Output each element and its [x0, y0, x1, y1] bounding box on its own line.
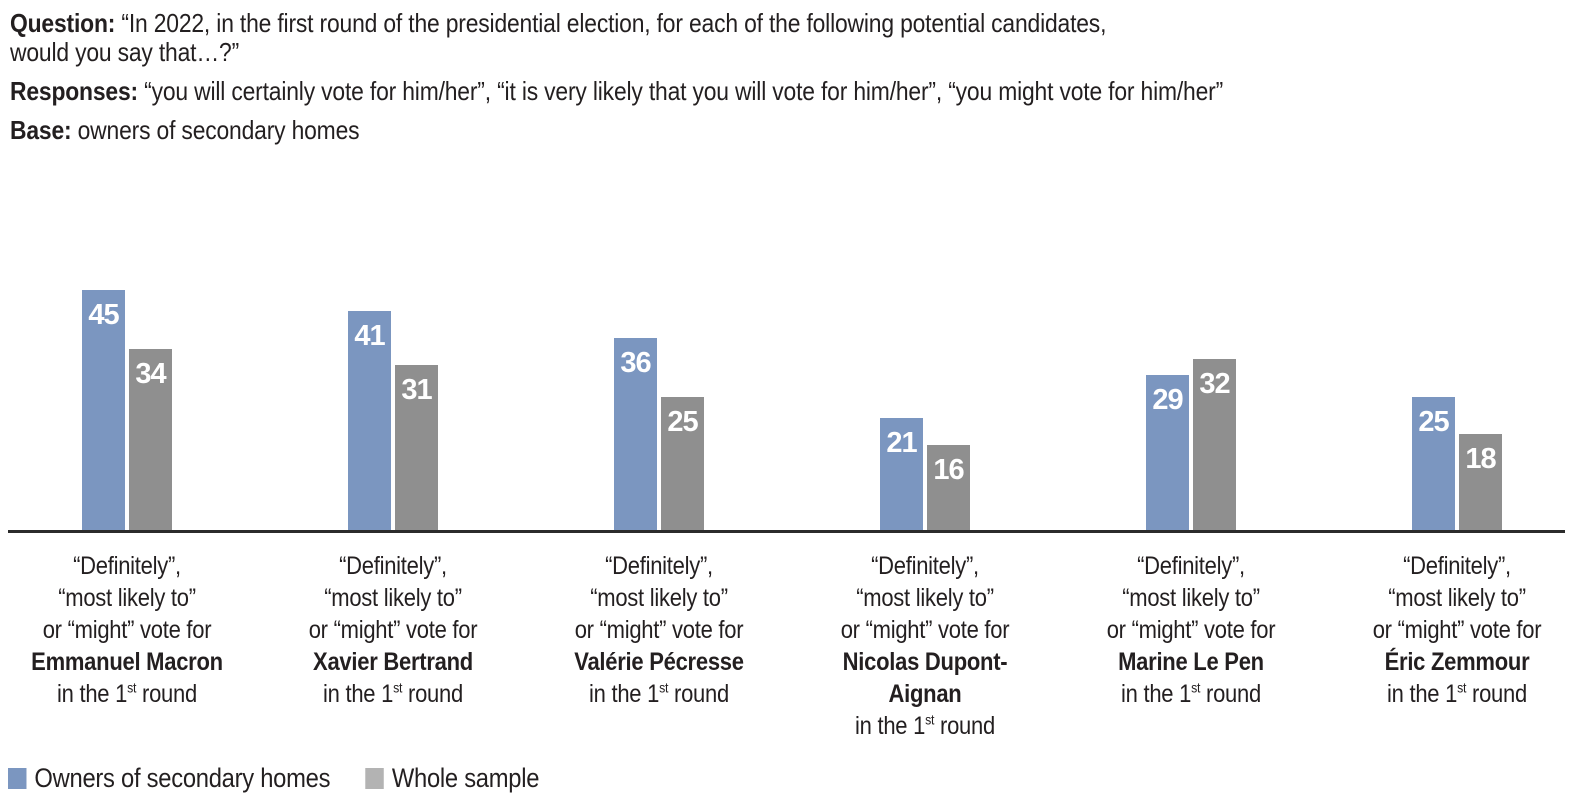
bar-whole-sample: 16: [927, 445, 970, 530]
bar-value-label: 18: [1465, 443, 1496, 475]
bar-value-label: 25: [1418, 406, 1449, 438]
responses-line: “you will certainly vote for him/her”, “…: [144, 76, 1224, 106]
base-text: Base: owners of secondary homes: [10, 116, 1559, 145]
round-note: in the 1st round: [1387, 679, 1527, 708]
responses-text: Responses: “you will certainly vote for …: [10, 77, 1559, 106]
bar-value-label: 36: [620, 347, 651, 379]
bar-owners-of-secondary-homes: 29: [1146, 375, 1189, 530]
legend: Owners of secondary homes Whole sample: [8, 763, 539, 794]
bar-value-label: 21: [886, 427, 917, 459]
bar-pair: 25 18: [1412, 397, 1502, 530]
bar-value-label: 45: [88, 299, 119, 331]
bar-whole-sample: 18: [1459, 434, 1502, 530]
category-qualifier-line-2: “most likely to”: [58, 584, 196, 612]
round-note: in the 1st round: [589, 679, 729, 708]
responses-label: Responses:: [10, 76, 138, 106]
legend-swatch-blue-icon: [8, 768, 27, 789]
base-label: Base:: [10, 115, 72, 145]
category-qualifier-line-3: or “might” vote for: [308, 616, 478, 644]
category-qualifier-line-3: or “might” vote for: [574, 616, 744, 644]
bar-value-label: 16: [933, 454, 964, 486]
bar-pair: 41 31: [348, 311, 438, 530]
round-note: in the 1st round: [323, 679, 463, 708]
bar-owners-of-secondary-homes: 45: [82, 290, 125, 530]
category-label: “Definitely”, “most likely to” or “might…: [21, 550, 232, 710]
bar-value-label: 34: [135, 358, 166, 390]
category-label: “Definitely”, “most likely to” or “might…: [819, 550, 1030, 742]
base-line: owners of secondary homes: [77, 115, 360, 145]
candidate-name: Marine Le Pen: [1118, 648, 1264, 676]
bar-owners-of-secondary-homes: 41: [348, 311, 391, 530]
candidate-name: Emmanuel Macron: [31, 648, 223, 676]
category-qualifier-line-2: “most likely to”: [590, 584, 728, 612]
bar-owners-of-secondary-homes: 25: [1412, 397, 1455, 530]
bar-whole-sample: 31: [395, 365, 438, 530]
category-qualifier-line-2: “most likely to”: [324, 584, 462, 612]
candidate-name: Valérie Pécresse: [574, 648, 744, 676]
bar-owners-of-secondary-homes: 36: [614, 338, 657, 530]
category-label: “Definitely”, “most likely to” or “might…: [1351, 550, 1562, 710]
bar-value-label: 31: [401, 374, 432, 406]
bar-pair: 29 32: [1146, 359, 1236, 530]
plot-area: 45 34 41 31 36 25 21 16 29 32 25 18: [0, 250, 1569, 530]
category-qualifier-line-1: “Definitely”,: [1137, 552, 1245, 580]
round-note: in the 1st round: [57, 679, 197, 708]
bar-owners-of-secondary-homes: 21: [880, 418, 923, 530]
question-line-1: “In 2022, in the first round of the pres…: [121, 8, 1107, 38]
category-qualifier-line-1: “Definitely”,: [339, 552, 447, 580]
category-qualifier-line-3: or “might” vote for: [1106, 616, 1276, 644]
category-qualifier-line-1: “Definitely”,: [73, 552, 181, 580]
candidate-name: Éric Zemmour: [1384, 648, 1530, 676]
category-qualifier-line-2: “most likely to”: [856, 584, 994, 612]
category-qualifier-line-3: or “might” vote for: [42, 616, 212, 644]
bar-pair: 36 25: [614, 338, 704, 530]
legend-label-owners: Owners of secondary homes: [34, 763, 331, 793]
bar-value-label: 25: [667, 406, 698, 438]
candidate-name: Xavier Bertrand: [313, 648, 473, 676]
category-qualifier-line-2: “most likely to”: [1388, 584, 1526, 612]
question-text: Question: “In 2022, in the first round o…: [10, 9, 1559, 67]
grouped-bar-chart: 45 34 41 31 36 25 21 16 29 32 25 18 “Def: [0, 250, 1569, 802]
bar-whole-sample: 34: [129, 349, 172, 530]
bar-whole-sample: 32: [1193, 359, 1236, 530]
legend-item-whole-sample: Whole sample: [365, 763, 539, 794]
legend-label-whole-sample: Whole sample: [391, 763, 540, 793]
category-qualifier-line-1: “Definitely”,: [1403, 552, 1511, 580]
bar-value-label: 41: [354, 320, 385, 352]
bar-value-label: 29: [1152, 384, 1183, 416]
category-label: “Definitely”, “most likely to” or “might…: [287, 550, 498, 710]
bar-pair: 45 34: [82, 290, 172, 530]
bar-pair: 21 16: [880, 418, 970, 530]
category-qualifier-line-3: or “might” vote for: [840, 616, 1010, 644]
x-axis-line: [8, 530, 1565, 533]
bar-whole-sample: 25: [661, 397, 704, 530]
question-line-2: would you say that…?”: [10, 37, 240, 67]
candidate-name: Nicolas Dupont-Aignan: [842, 648, 1008, 708]
category-qualifier-line-1: “Definitely”,: [871, 552, 979, 580]
round-note: in the 1st round: [1121, 679, 1261, 708]
category-qualifier-line-2: “most likely to”: [1122, 584, 1260, 612]
question-label: Question:: [10, 8, 116, 38]
category-qualifier-line-1: “Definitely”,: [605, 552, 713, 580]
chart-header: Question: “In 2022, in the first round o…: [10, 9, 1559, 155]
bar-value-label: 32: [1199, 368, 1230, 400]
legend-item-owners-of-secondary-homes: Owners of secondary homes: [8, 763, 330, 794]
category-qualifier-line-3: or “might” vote for: [1372, 616, 1542, 644]
legend-swatch-gray-icon: [365, 768, 384, 789]
category-label: “Definitely”, “most likely to” or “might…: [553, 550, 764, 710]
category-label: “Definitely”, “most likely to” or “might…: [1085, 550, 1296, 710]
round-note: in the 1st round: [855, 711, 995, 740]
